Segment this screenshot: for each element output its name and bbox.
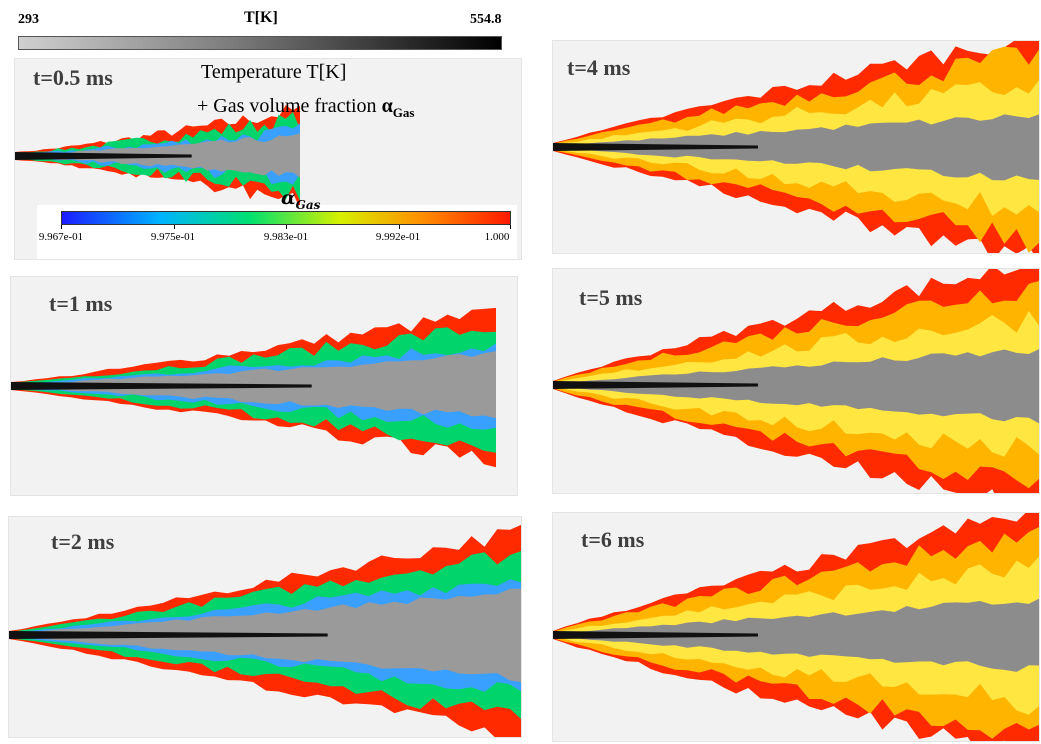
plume-layer bbox=[553, 114, 1039, 181]
alpha-tick-mark bbox=[286, 225, 287, 229]
alpha-symbol: α bbox=[381, 95, 393, 117]
annotation-line-2-text: + Gas volume fraction bbox=[197, 95, 382, 117]
alpha-colorbar-legend: αGas 9.967e-01 9.975e-01 9.983e-01 9.992… bbox=[37, 187, 517, 259]
alpha-subscript: Gas bbox=[392, 105, 415, 120]
plume-layer bbox=[553, 349, 1039, 424]
alpha-title-subscript: Gas bbox=[295, 197, 321, 212]
spray-plot-0 bbox=[15, 105, 300, 209]
alpha-tick-label: 9.992e-01 bbox=[375, 231, 421, 243]
alpha-colorbar bbox=[61, 211, 511, 225]
alpha-tick-mark bbox=[510, 225, 512, 229]
panel-t-2ms: t=2 ms bbox=[8, 516, 522, 738]
alpha-tick-label: 9.967e-01 bbox=[38, 231, 84, 243]
time-label: t=6 ms bbox=[581, 527, 645, 552]
alpha-tick-label: 9.983e-01 bbox=[263, 231, 309, 243]
liquid-core bbox=[15, 152, 192, 160]
temperature-colorbar bbox=[18, 36, 502, 50]
liquid-core bbox=[11, 382, 312, 390]
alpha-tick-marks bbox=[61, 225, 512, 229]
panel-t-4ms: t=4 ms bbox=[552, 40, 1040, 254]
alpha-title-symbol: α bbox=[281, 187, 296, 209]
liquid-core bbox=[9, 631, 328, 639]
panel-t-6ms: t=6 ms bbox=[552, 512, 1040, 742]
time-label: t=5 ms bbox=[579, 285, 643, 310]
annotation-line-2: + Gas volume fraction αGas bbox=[197, 95, 414, 121]
panel-t-0-5ms: t=0.5 ms Temperature T[K] + Gas volume f… bbox=[14, 58, 522, 260]
alpha-tick-mark bbox=[398, 225, 400, 229]
alpha-tick-mark bbox=[173, 225, 175, 229]
temperature-max-label: 554.8 bbox=[470, 12, 502, 27]
alpha-tick-label: 1.000 bbox=[484, 231, 510, 243]
liquid-core bbox=[553, 631, 758, 639]
plume-layer bbox=[553, 598, 1039, 672]
spray-plot-3 bbox=[553, 41, 1039, 253]
time-label: t=0.5 ms bbox=[33, 65, 113, 90]
spray-plot-4 bbox=[553, 269, 1039, 493]
temperature-colorbar-title: T[K] bbox=[244, 9, 278, 26]
spray-plot-2 bbox=[9, 524, 521, 737]
alpha-colorbar-title: αGas bbox=[281, 187, 320, 212]
time-label: t=4 ms bbox=[567, 55, 631, 80]
liquid-core bbox=[553, 381, 758, 389]
spray-plot-1 bbox=[11, 307, 496, 468]
liquid-core bbox=[553, 143, 758, 151]
time-label: t=2 ms bbox=[51, 529, 115, 554]
time-label: t=1 ms bbox=[49, 291, 113, 316]
alpha-tick-mark bbox=[61, 225, 62, 229]
panel-t-1ms: t=1 ms bbox=[10, 276, 518, 496]
temperature-min-label: 293 bbox=[18, 12, 39, 27]
spray-plot-5 bbox=[553, 513, 1039, 741]
alpha-tick-label: 9.975e-01 bbox=[150, 231, 196, 243]
panel-t-5ms: t=5 ms bbox=[552, 268, 1040, 494]
annotation-line-1: Temperature T[K] bbox=[201, 61, 347, 83]
